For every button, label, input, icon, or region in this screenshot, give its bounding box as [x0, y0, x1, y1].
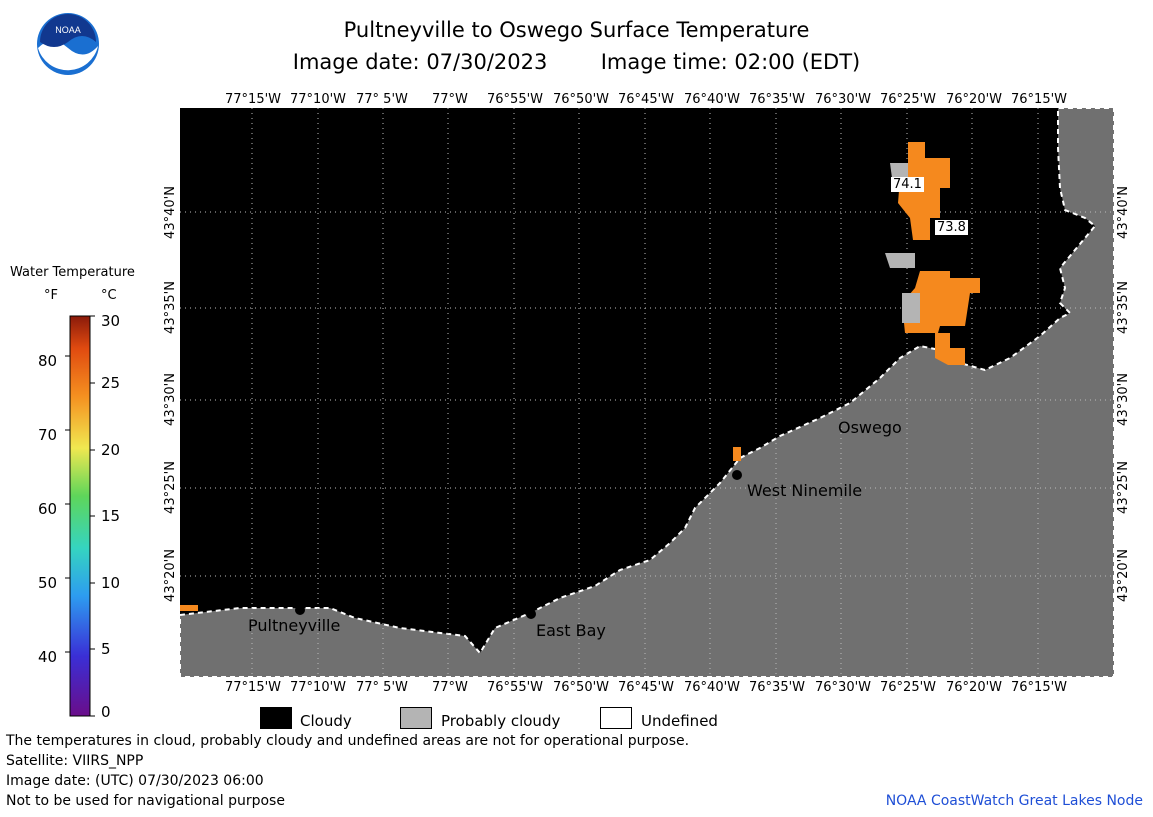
lon-tick-top: 76°50'W — [553, 92, 610, 107]
land-area — [180, 108, 1114, 677]
c-tick: 5 — [101, 640, 111, 658]
marker-east-bay — [526, 609, 536, 619]
f-tick: 50 — [38, 574, 58, 592]
lon-tick-top: 77° 5'W — [356, 92, 408, 107]
lon-tick-top: 76°55'W — [487, 92, 544, 107]
temp-label: 73.8 — [935, 220, 968, 235]
image-time-label: Image time: 02:00 (EDT) — [600, 50, 861, 74]
lon-tick-bottom: 76°20'W — [946, 680, 1003, 695]
lon-tick-bottom: 77°W — [432, 680, 468, 695]
lat-tick-left: 43°30'N — [162, 373, 178, 426]
lon-tick-top: 76°25'W — [880, 92, 937, 107]
lon-tick-bottom: 76°40'W — [684, 680, 741, 695]
colorbar-title: Water Temperature — [10, 265, 135, 280]
sst-map — [180, 108, 1114, 677]
c-tick: 20 — [101, 441, 121, 459]
lat-tick-right: 43°30'N — [1115, 373, 1131, 426]
legend-label-probably-cloudy: Probably cloudy — [441, 712, 561, 730]
footer-satellite: Satellite: VIIRS_NPP — [6, 753, 144, 769]
lon-tick-top: 76°35'W — [749, 92, 806, 107]
lat-tick-right: 43°35'N — [1115, 281, 1131, 334]
lat-tick-right: 43°40'N — [1115, 186, 1131, 239]
footer-utc-date: Image date: (UTC) 07/30/2023 06:00 — [6, 773, 264, 789]
lon-tick-top: 76°30'W — [815, 92, 872, 107]
place-pultneyville: Pultneyville — [248, 616, 341, 635]
legend-label-cloudy: Cloudy — [300, 712, 352, 730]
lon-tick-bottom: 76°50'W — [553, 680, 610, 695]
probably-cloudy-patches — [885, 163, 920, 323]
unit-f: °F — [44, 288, 58, 303]
lat-tick-left: 43°25'N — [162, 461, 178, 514]
lon-tick-bottom: 77°15'W — [225, 680, 282, 695]
lon-tick-bottom: 76°15'W — [1011, 680, 1068, 695]
legend-label-undefined: Undefined — [641, 712, 718, 730]
lat-tick-left: 43°20'N — [162, 549, 178, 602]
lon-tick-bottom: 77° 5'W — [356, 680, 408, 695]
lon-tick-top: 77°15'W — [225, 92, 282, 107]
lon-tick-bottom: 76°55'W — [487, 680, 544, 695]
lon-tick-bottom: 76°30'W — [815, 680, 872, 695]
image-date-label: Image date: 07/30/2023 — [292, 50, 548, 74]
lon-tick-top: 77°W — [432, 92, 468, 107]
lon-tick-bottom: 77°10'W — [290, 680, 347, 695]
marker-west-ninemile — [732, 470, 742, 480]
lon-tick-top: 76°20'W — [946, 92, 1003, 107]
f-tick: 80 — [38, 352, 58, 370]
c-tick: 0 — [101, 703, 111, 721]
temp-label: 74.1 — [891, 177, 924, 192]
lon-tick-bottom: 76°35'W — [749, 680, 806, 695]
f-tick: 40 — [38, 648, 58, 666]
unit-c: °C — [101, 288, 117, 303]
lat-tick-left: 43°35'N — [162, 281, 178, 334]
lat-tick-left: 43°40'N — [162, 186, 178, 239]
c-tick: 15 — [101, 507, 121, 525]
warm-water-patches — [180, 142, 980, 611]
lat-tick-right: 43°25'N — [1115, 461, 1131, 514]
lon-tick-top: 76°15'W — [1011, 92, 1068, 107]
f-tick: 60 — [38, 500, 58, 518]
legend-swatch-undefined — [600, 707, 632, 729]
footer-credit: NOAA CoastWatch Great Lakes Node — [885, 793, 1143, 809]
image-date-time: Image date: 07/30/2023 Image time: 02:00… — [0, 50, 1153, 74]
lon-tick-bottom: 76°25'W — [880, 680, 937, 695]
c-tick: 10 — [101, 574, 121, 592]
f-tick: 70 — [38, 426, 58, 444]
graticule — [180, 108, 1114, 677]
c-tick: 30 — [101, 312, 121, 330]
footer-nav-warning: Not to be used for navigational purpose — [6, 793, 285, 809]
lat-tick-right: 43°20'N — [1115, 549, 1131, 602]
noaa-logo: NOAA — [37, 13, 99, 75]
lon-tick-top: 77°10'W — [290, 92, 347, 107]
lon-tick-bottom: 76°45'W — [618, 680, 675, 695]
marker-pultneyville — [295, 605, 305, 615]
legend-swatch-cloudy — [260, 707, 292, 729]
logo-text: NOAA — [55, 25, 81, 35]
c-tick: 25 — [101, 374, 121, 392]
footer-note: The temperatures in cloud, probably clou… — [6, 733, 690, 749]
lon-tick-top: 76°45'W — [618, 92, 675, 107]
temperature-colorbar — [65, 315, 95, 717]
map-title: Pultneyville to Oswego Surface Temperatu… — [343, 18, 810, 42]
place-east-bay: East Bay — [536, 621, 606, 640]
place-oswego: Oswego — [838, 418, 902, 437]
place-west-ninemile: West Ninemile — [747, 481, 863, 500]
lon-tick-top: 76°40'W — [684, 92, 741, 107]
legend-swatch-probably-cloudy — [400, 707, 432, 729]
